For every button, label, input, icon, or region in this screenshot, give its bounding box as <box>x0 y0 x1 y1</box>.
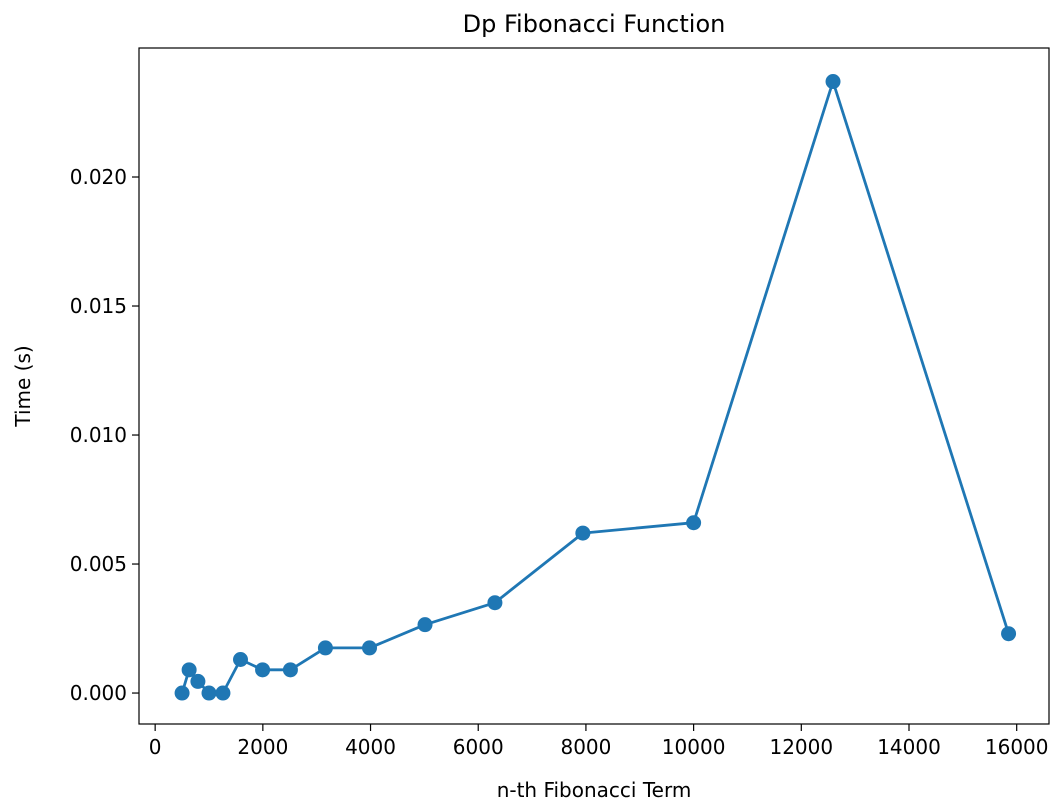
y-tick-label: 0.000 <box>70 681 127 705</box>
data-point <box>686 515 702 531</box>
x-tick-label: 14000 <box>877 735 941 759</box>
x-tick-label: 10000 <box>662 735 726 759</box>
y-tick-label: 0.020 <box>70 165 127 189</box>
x-tick-label: 8000 <box>560 735 611 759</box>
y-axis: 0.000 0.005 0.010 0.015 0.020 <box>70 165 139 705</box>
y-axis-label: Time (s) <box>11 345 35 427</box>
y-tick-label: 0.015 <box>70 294 127 318</box>
data-point <box>417 617 433 633</box>
data-point <box>233 651 248 667</box>
data-point <box>190 673 206 689</box>
series-line <box>180 80 1010 695</box>
x-tick-label: 12000 <box>769 735 833 759</box>
data-point <box>1001 626 1017 642</box>
x-axis-label: n-th Fibonacci Term <box>497 778 692 802</box>
data-point <box>255 662 271 678</box>
data-point <box>174 685 190 701</box>
data-point <box>215 685 231 701</box>
chart-title: Dp Fibonacci Function <box>463 10 726 38</box>
data-point <box>201 685 217 701</box>
x-axis: 0 2000 4000 6000 8000 10000 12000 14000 16000 <box>149 724 1049 759</box>
x-tick-label: 2000 <box>237 735 288 759</box>
y-tick-label: 0.010 <box>70 423 127 447</box>
data-point <box>575 525 591 541</box>
y-tick-label: 0.005 <box>70 552 127 576</box>
data-point <box>362 640 378 656</box>
plot-area <box>174 74 1017 701</box>
plot-frame <box>138 47 1050 725</box>
data-point <box>181 662 197 678</box>
data-point <box>282 662 298 678</box>
data-point <box>317 640 333 656</box>
x-tick-label: 4000 <box>345 735 396 759</box>
x-tick-label: 6000 <box>453 735 504 759</box>
x-tick-label: 0 <box>149 735 162 759</box>
data-point <box>825 74 841 90</box>
x-tick-label: 16000 <box>985 735 1049 759</box>
data-point <box>487 595 503 611</box>
